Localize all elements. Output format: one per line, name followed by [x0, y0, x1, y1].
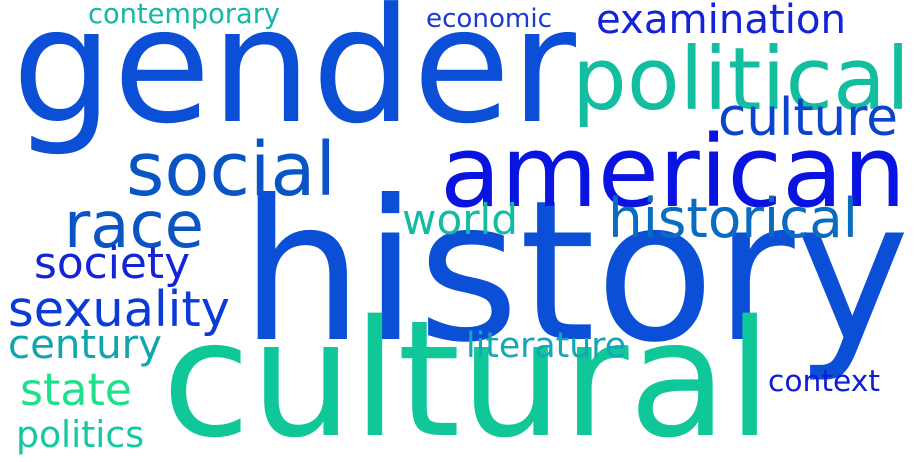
word-political: political — [572, 29, 910, 130]
word-social: social — [126, 128, 336, 214]
word-economic: economic — [426, 3, 552, 34]
word-century: century — [8, 321, 162, 368]
word-politics: politics — [16, 412, 145, 456]
word-historical: historical — [608, 185, 858, 250]
word-history: history — [240, 158, 910, 386]
word-examination: examination — [596, 0, 847, 43]
word-cultural: cultural — [162, 286, 772, 462]
word-society: society — [34, 238, 191, 290]
word-contemporary: contemporary — [88, 0, 281, 31]
word-world: world — [402, 194, 518, 244]
word-gender: gender — [12, 0, 576, 160]
word-culture: culture — [718, 88, 898, 149]
word-american: american — [440, 115, 906, 231]
word-sexuality: sexuality — [8, 280, 230, 339]
word-context: context — [768, 364, 881, 400]
word-literature: literature — [466, 325, 627, 366]
word-state: state — [20, 364, 132, 416]
word-race: race — [64, 189, 204, 264]
